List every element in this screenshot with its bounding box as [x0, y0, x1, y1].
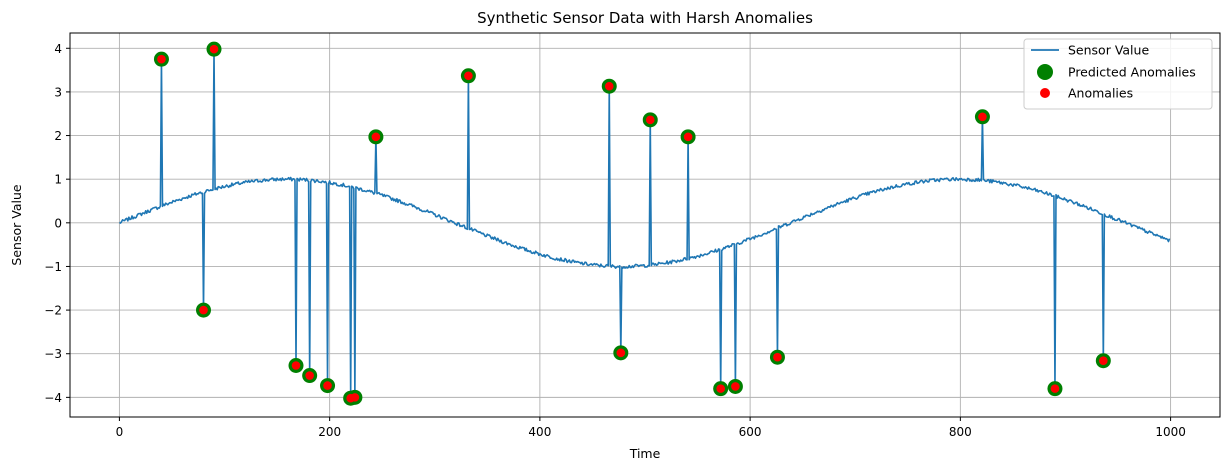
legend-label-sensor-value: Sensor Value: [1068, 43, 1149, 58]
y-tick-label: 4: [54, 42, 62, 56]
legend-label-anomalies: Anomalies: [1068, 86, 1133, 101]
anomaly-point: [683, 132, 693, 142]
anomaly-point: [291, 361, 301, 370]
anomaly-point: [371, 132, 381, 142]
y-tick-label: 3: [54, 85, 62, 99]
y-axis-label: Sensor Value: [9, 184, 24, 265]
y-tick-label: −4: [44, 391, 62, 405]
anomaly-point: [731, 382, 740, 391]
x-tick-label: 1000: [1155, 425, 1186, 439]
x-tick-label: 0: [116, 425, 124, 439]
y-tick-label: −2: [44, 304, 62, 318]
x-axis-label: Time: [629, 446, 661, 461]
anomaly-point: [209, 44, 219, 54]
anomaly-point: [604, 81, 614, 91]
legend-green-marker: [1037, 64, 1053, 80]
anomaly-point: [773, 352, 782, 362]
plot-frame: [69, 32, 1221, 418]
anomaly-point: [323, 381, 332, 390]
x-tick-label: 800: [949, 425, 972, 439]
anomaly-point: [350, 393, 360, 402]
sensor-value-line: [119, 48, 1171, 400]
anomaly-point: [645, 115, 655, 125]
anomaly-point: [305, 371, 314, 380]
anomaly-point: [978, 112, 987, 122]
anomaly-point: [199, 305, 208, 315]
anomaly-point: [157, 54, 166, 64]
anomaly-point: [616, 348, 626, 358]
legend-label-predicted-anomalies: Predicted Anomalies: [1068, 65, 1196, 80]
anomaly-point: [716, 384, 725, 393]
x-tick-label: 400: [528, 425, 551, 439]
axis-ticks: 0 200 400 600 800 1000 −4 −3 −2 −1 0 1 2 3 4: [44, 42, 1186, 439]
y-tick-label: −1: [44, 260, 62, 274]
chart-title: Synthetic Sensor Data with Harsh Anomali…: [477, 9, 813, 27]
legend: Sensor Value Predicted Anomalies Anomali…: [1023, 38, 1213, 110]
legend-box: [1023, 38, 1213, 110]
legend-red-marker: [1040, 88, 1050, 98]
series-layer: [119, 41, 1171, 406]
anomaly-point: [464, 71, 473, 81]
y-tick-label: 0: [54, 216, 62, 230]
y-tick-label: 2: [54, 129, 62, 143]
y-tick-label: −3: [44, 347, 62, 361]
y-tick-label: 1: [54, 173, 62, 187]
anomaly-point: [1099, 356, 1108, 366]
x-tick-label: 600: [739, 425, 762, 439]
anomaly-point: [1050, 384, 1060, 393]
x-tick-label: 200: [318, 425, 341, 439]
